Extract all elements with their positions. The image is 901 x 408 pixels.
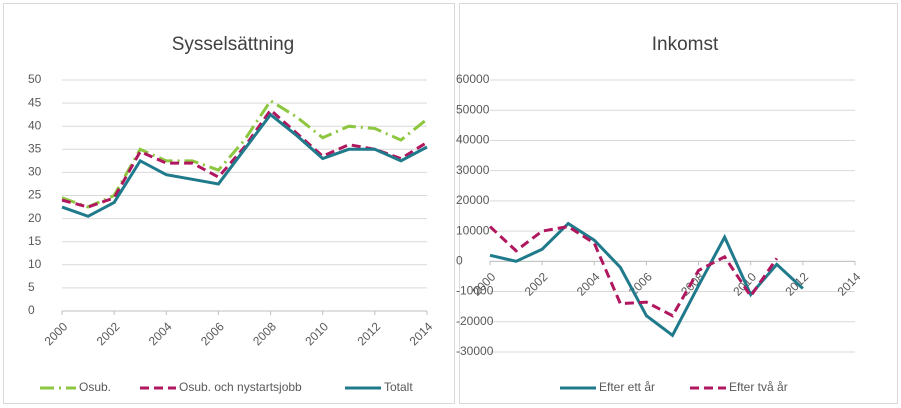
chart-title: Sysselsättning <box>172 34 295 55</box>
y-tick-label: 25 <box>28 188 42 202</box>
y-tick-label: 50000 <box>456 102 490 116</box>
legend-label: Osub. <box>79 380 111 394</box>
legend-label: Totalt <box>384 380 413 394</box>
y-tick-label: 30 <box>28 165 42 179</box>
panel <box>459 3 898 404</box>
chart-title: Inkomst <box>652 34 719 55</box>
y-tick-label: 45 <box>28 95 42 109</box>
y-tick-label: -10000 <box>456 284 494 298</box>
legend-label: Osub. och nystartsjobb <box>179 380 302 394</box>
y-tick-label: 20 <box>28 211 42 225</box>
y-tick-label: -30000 <box>456 344 494 358</box>
y-tick-label: 0 <box>28 303 35 317</box>
legend-label: Efter ett år <box>599 380 655 394</box>
y-tick-label: 20000 <box>456 193 490 207</box>
y-tick-label: 10 <box>28 257 42 271</box>
y-tick-label: 15 <box>28 234 42 248</box>
panel <box>3 3 455 404</box>
series-line <box>488 225 779 318</box>
y-tick-label: 35 <box>28 141 42 155</box>
y-tick-label: -20000 <box>456 314 494 328</box>
y-tick-label: 5 <box>28 280 35 294</box>
series-line <box>489 221 804 338</box>
y-tick-label: 60000 <box>456 72 490 86</box>
y-tick-label: 50 <box>28 72 42 86</box>
y-tick-label: 0 <box>456 254 463 268</box>
y-tick-label: 30000 <box>456 163 490 177</box>
y-tick-label: 40 <box>28 118 42 132</box>
legend-label: Efter två år <box>729 380 788 394</box>
y-tick-label: 40000 <box>456 133 490 147</box>
series-line <box>61 112 428 218</box>
y-tick-label: 10000 <box>456 223 490 237</box>
